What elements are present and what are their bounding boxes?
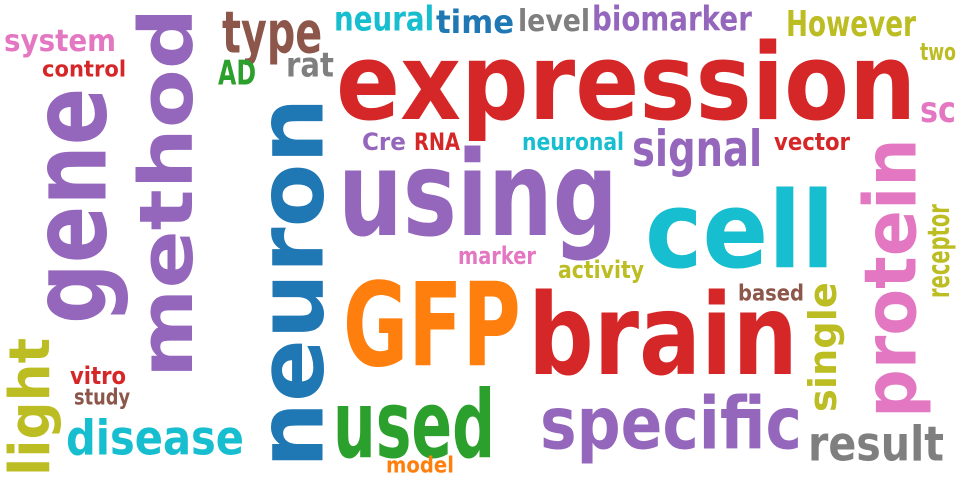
word-neuronal: neuronal xyxy=(522,127,625,156)
word-single: single xyxy=(800,282,846,412)
word-type: type xyxy=(222,0,323,67)
word-signal: signal xyxy=(632,119,763,178)
word-time: time xyxy=(436,3,515,41)
word-based: based xyxy=(738,280,804,306)
word-cre: Cre xyxy=(362,127,406,156)
word-cell: cell xyxy=(645,168,835,293)
word-ad: AD xyxy=(218,52,257,93)
word-used: used xyxy=(333,369,496,480)
word-receptor: receptor xyxy=(921,204,957,298)
word-disease: disease xyxy=(66,409,245,466)
word-vector: vector xyxy=(774,127,851,156)
word-protein: protein xyxy=(848,138,933,418)
word-using: using xyxy=(338,125,618,264)
word-however: However xyxy=(786,2,916,45)
word-neuron: neuron xyxy=(236,97,345,468)
word-neural: neural xyxy=(334,0,435,39)
word-level: level xyxy=(518,3,591,39)
word-model: model xyxy=(386,452,454,478)
word-rna: RNA xyxy=(414,127,461,156)
word-rat: rat xyxy=(286,44,334,85)
word-biomarker: biomarker xyxy=(592,0,752,39)
word-method: method xyxy=(123,7,210,378)
word-vitro: vitro xyxy=(70,361,127,390)
word-study: study xyxy=(74,384,131,410)
word-brain: brain xyxy=(528,269,798,401)
word-system: system xyxy=(4,23,117,59)
word-light: light xyxy=(0,337,63,476)
word-sc: sc xyxy=(920,88,956,131)
word-control: control xyxy=(42,56,127,82)
word-two: two xyxy=(920,37,956,66)
word-marker: marker xyxy=(458,241,536,270)
word-expression: expression xyxy=(336,20,917,145)
word-activity: activity xyxy=(558,255,645,284)
word-result: result xyxy=(808,415,944,472)
word-specific: specific xyxy=(540,381,802,466)
word-gene: gene xyxy=(8,87,131,325)
word-gfp: GFP xyxy=(343,257,521,394)
